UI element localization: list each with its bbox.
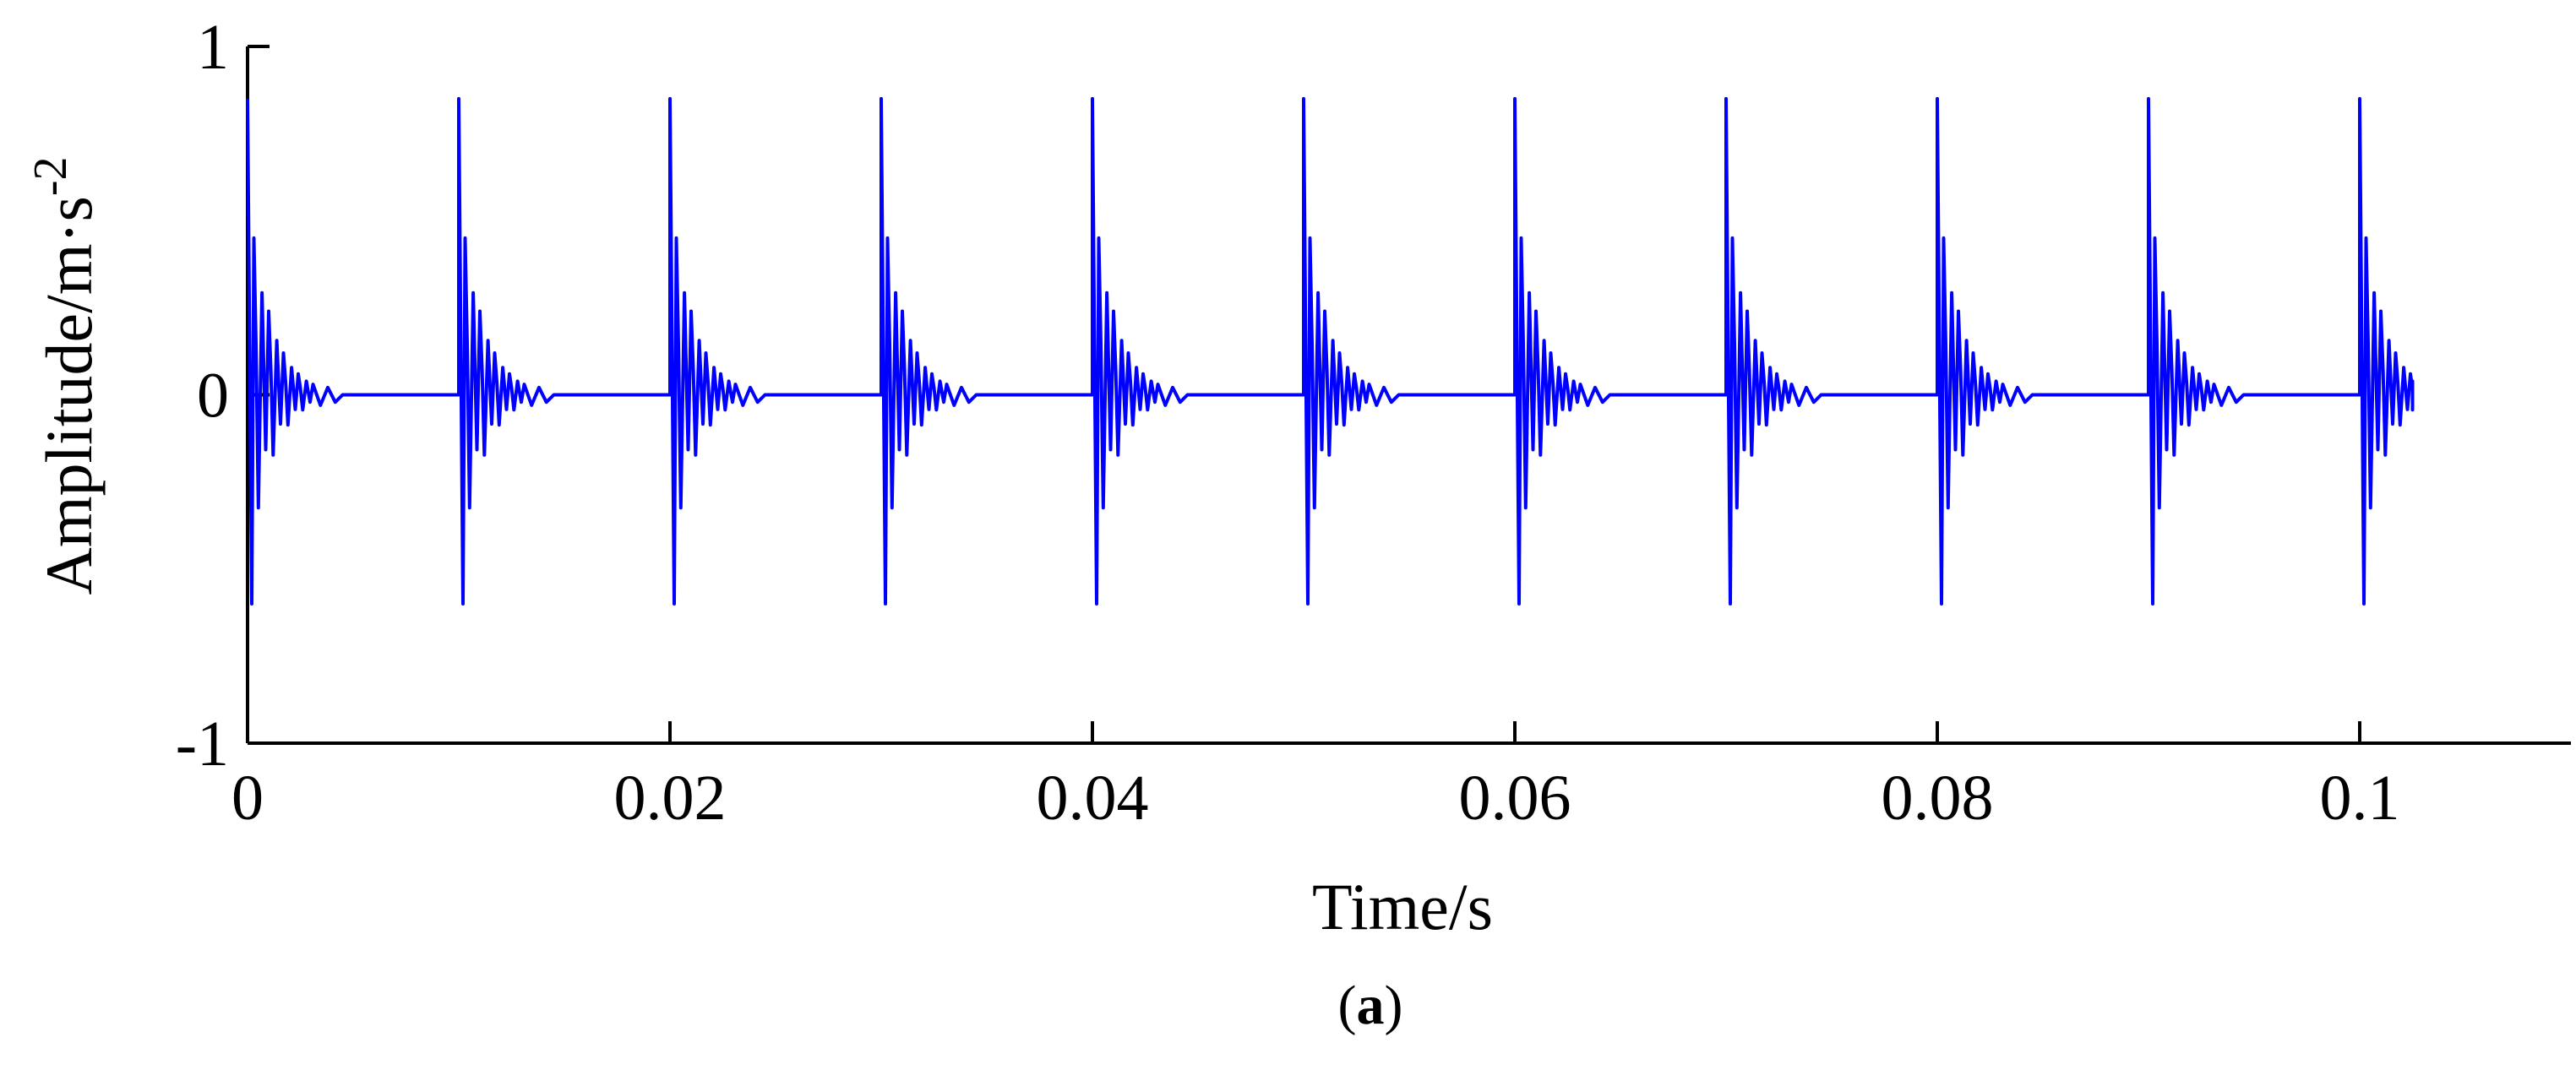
- caption-open: (: [1338, 975, 1357, 1036]
- x-tick-label: 0.06: [1459, 763, 1571, 834]
- axes: 0 0.02 0.04 0.06 0.08 0.1-101: [176, 12, 2571, 834]
- x-axis-title: Time/s: [1312, 870, 1493, 943]
- series-line: [246, 96, 2415, 606]
- x-tick-label: 0.02: [614, 763, 727, 834]
- x-tick-label: 0: [231, 763, 264, 834]
- y-tick-label: 1: [197, 12, 229, 83]
- y-tick-label: -1: [176, 709, 229, 779]
- caption-letter: a: [1357, 975, 1385, 1036]
- y-tick-label: 0: [197, 361, 229, 432]
- x-tick-label: 0.08: [1882, 763, 1994, 834]
- series-layer: [246, 96, 2415, 606]
- caption-close: ): [1385, 975, 1403, 1036]
- y-axis-title: Amplitude/m·s-2: [25, 157, 106, 595]
- x-tick-label: 0.1: [2320, 763, 2400, 834]
- labels: Time/s Amplitude/m·s-2 (a): [25, 157, 1493, 1036]
- x-tick-label: 0.04: [1037, 763, 1149, 834]
- y-axis-title-main: Amplitude/m·s: [32, 196, 106, 595]
- y-axis-title-superscript: -2: [25, 157, 77, 197]
- figure-caption: (a): [1338, 975, 1403, 1036]
